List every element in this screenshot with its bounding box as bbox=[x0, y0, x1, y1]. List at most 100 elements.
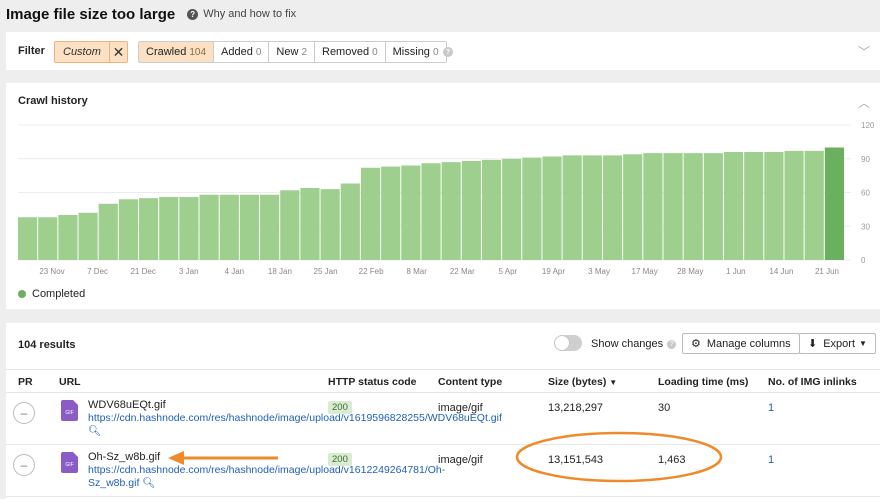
manage-columns-label: Manage columns bbox=[706, 337, 791, 350]
size-bytes: 13,218,297 bbox=[548, 402, 604, 414]
gif-file-icon: GIF bbox=[61, 452, 78, 473]
loading-time: 30 bbox=[658, 402, 671, 414]
x-tick-label: 23 Nov bbox=[39, 267, 64, 276]
show-changes-toggle[interactable] bbox=[554, 335, 582, 351]
chart-bar[interactable] bbox=[179, 197, 199, 260]
chart-bar[interactable] bbox=[320, 189, 340, 260]
x-tick-label: 28 May bbox=[677, 267, 703, 276]
chart-bar[interactable] bbox=[139, 198, 159, 260]
custom-filter-chip[interactable]: Custom ✕ bbox=[54, 41, 128, 63]
chart-bar[interactable] bbox=[824, 147, 844, 261]
chart-bar[interactable] bbox=[582, 155, 602, 260]
url-text: https://cdn.hashnode.com/res/hashnode/im… bbox=[88, 412, 502, 424]
chart-bar[interactable] bbox=[360, 167, 381, 260]
sort-desc-icon: ▼ bbox=[609, 378, 618, 387]
file-badge: GIF bbox=[65, 462, 74, 468]
chart-bar[interactable] bbox=[602, 155, 623, 260]
show-changes-label: Show changes? bbox=[591, 338, 677, 350]
chart-bar[interactable] bbox=[683, 153, 703, 260]
col-content-type[interactable]: Content type bbox=[438, 376, 503, 388]
question-icon: ? bbox=[187, 8, 199, 20]
chart-bar[interactable] bbox=[441, 162, 461, 260]
col-pr[interactable]: PR bbox=[18, 376, 33, 388]
tab-removed[interactable]: Removed 0 bbox=[315, 42, 386, 62]
x-tick-label: 7 Dec bbox=[87, 267, 108, 276]
chart-bar[interactable] bbox=[98, 203, 118, 260]
question-icon[interactable]: ? bbox=[443, 47, 453, 57]
col-url[interactable]: URL bbox=[59, 376, 81, 388]
chart-bar[interactable] bbox=[461, 161, 481, 260]
chevron-down-icon[interactable]: ﹀ bbox=[858, 45, 871, 59]
chart-bar[interactable] bbox=[58, 215, 78, 260]
x-tick-label: 19 Apr bbox=[542, 267, 565, 276]
x-tick-label: 14 Jun bbox=[769, 267, 793, 276]
img-inlinks[interactable]: 1 bbox=[768, 454, 775, 466]
table-row: – GIF Oh-Sz_w8b.gif https://cdn.hashnode… bbox=[6, 445, 880, 497]
chart-bar[interactable] bbox=[340, 183, 360, 261]
chart-bar[interactable] bbox=[723, 152, 744, 260]
url-link[interactable]: https://cdn.hashnode.com/res/hashnode/im… bbox=[88, 412, 502, 438]
crawl-tabs: Crawled 104 Added 0 New 2 Removed 0 Missing 0 bbox=[138, 41, 447, 63]
chart-bar[interactable] bbox=[562, 155, 582, 260]
tab-label: Crawled bbox=[146, 46, 187, 58]
export-button[interactable]: ⬇ Export ▼ bbox=[799, 333, 876, 354]
question-icon[interactable]: ? bbox=[667, 339, 677, 349]
chart-bar[interactable] bbox=[502, 158, 522, 260]
chart-bar[interactable] bbox=[764, 152, 784, 260]
url-name: WDV68uEQt.gif bbox=[88, 399, 166, 411]
col-http-status[interactable]: HTTP status code bbox=[328, 376, 417, 388]
chart-bar[interactable] bbox=[784, 150, 804, 260]
manage-columns-button[interactable]: ⚙ Manage columns bbox=[682, 333, 800, 354]
search-icon[interactable]: 🔍︎ bbox=[142, 477, 156, 489]
x-tick-label: 21 Dec bbox=[130, 267, 155, 276]
chart-bar[interactable] bbox=[623, 154, 643, 260]
chart-bar[interactable] bbox=[744, 152, 764, 260]
download-icon: ⬇ bbox=[808, 338, 818, 350]
chart-bar[interactable] bbox=[219, 194, 239, 260]
chart-bar[interactable] bbox=[18, 217, 38, 260]
url-name: Oh-Sz_w8b.gif bbox=[88, 451, 161, 463]
chart-bar[interactable] bbox=[542, 156, 562, 261]
col-size[interactable]: Size (bytes) ▼ bbox=[548, 376, 617, 388]
tab-label: New bbox=[276, 46, 299, 58]
chart-bar[interactable] bbox=[118, 199, 139, 260]
tab-count: 104 bbox=[189, 46, 207, 58]
help-link[interactable]: ? Why and how to fix bbox=[187, 8, 296, 20]
search-icon[interactable]: 🔍︎ bbox=[88, 425, 102, 437]
chart-bar[interactable] bbox=[300, 188, 320, 260]
tab-crawled[interactable]: Crawled 104 bbox=[139, 42, 215, 62]
img-inlinks[interactable]: 1 bbox=[768, 402, 775, 414]
chart-bar[interactable] bbox=[522, 157, 542, 260]
pr-expand-button[interactable]: – bbox=[13, 454, 35, 476]
chart-bar[interactable] bbox=[260, 194, 280, 260]
tab-new[interactable]: New 2 bbox=[269, 42, 315, 62]
tab-missing[interactable]: Missing 0 bbox=[386, 42, 446, 62]
pr-expand-button[interactable]: – bbox=[13, 402, 35, 424]
chart-bar[interactable] bbox=[421, 163, 441, 260]
x-tick-label: 5 Apr bbox=[499, 267, 518, 276]
close-icon[interactable]: ✕ bbox=[109, 42, 127, 62]
col-img-inlinks[interactable]: No. of IMG inlinks bbox=[768, 376, 857, 388]
chart-bar[interactable] bbox=[38, 217, 58, 260]
chart-bar[interactable] bbox=[199, 194, 219, 260]
tab-added[interactable]: Added 0 bbox=[214, 42, 270, 62]
chart-bar[interactable] bbox=[804, 150, 824, 260]
chart-bar[interactable] bbox=[703, 153, 723, 260]
tab-label: Added bbox=[221, 46, 253, 58]
chart-bar[interactable] bbox=[401, 165, 421, 261]
results-count: 104 results bbox=[18, 339, 76, 351]
status-badge: 200 bbox=[328, 401, 352, 414]
size-bytes: 13,151,543 bbox=[548, 454, 604, 466]
chart-bar[interactable] bbox=[643, 153, 663, 260]
chart-bar[interactable] bbox=[381, 166, 401, 260]
url-link[interactable]: https://cdn.hashnode.com/res/hashnode/im… bbox=[88, 464, 445, 490]
col-loading-time[interactable]: Loading time (ms) bbox=[658, 376, 749, 388]
chevron-up-icon[interactable]: ︿ bbox=[858, 96, 871, 110]
chart-bar[interactable] bbox=[663, 153, 683, 260]
chart-bar[interactable] bbox=[159, 197, 179, 260]
chart-bar[interactable] bbox=[481, 159, 502, 260]
filter-bar: Filter Custom ✕ Crawled 104 Added 0 New 2 R… bbox=[6, 32, 880, 70]
chart-bar[interactable] bbox=[239, 194, 260, 260]
chart-bar[interactable] bbox=[280, 190, 300, 260]
chart-bar[interactable] bbox=[78, 212, 98, 260]
